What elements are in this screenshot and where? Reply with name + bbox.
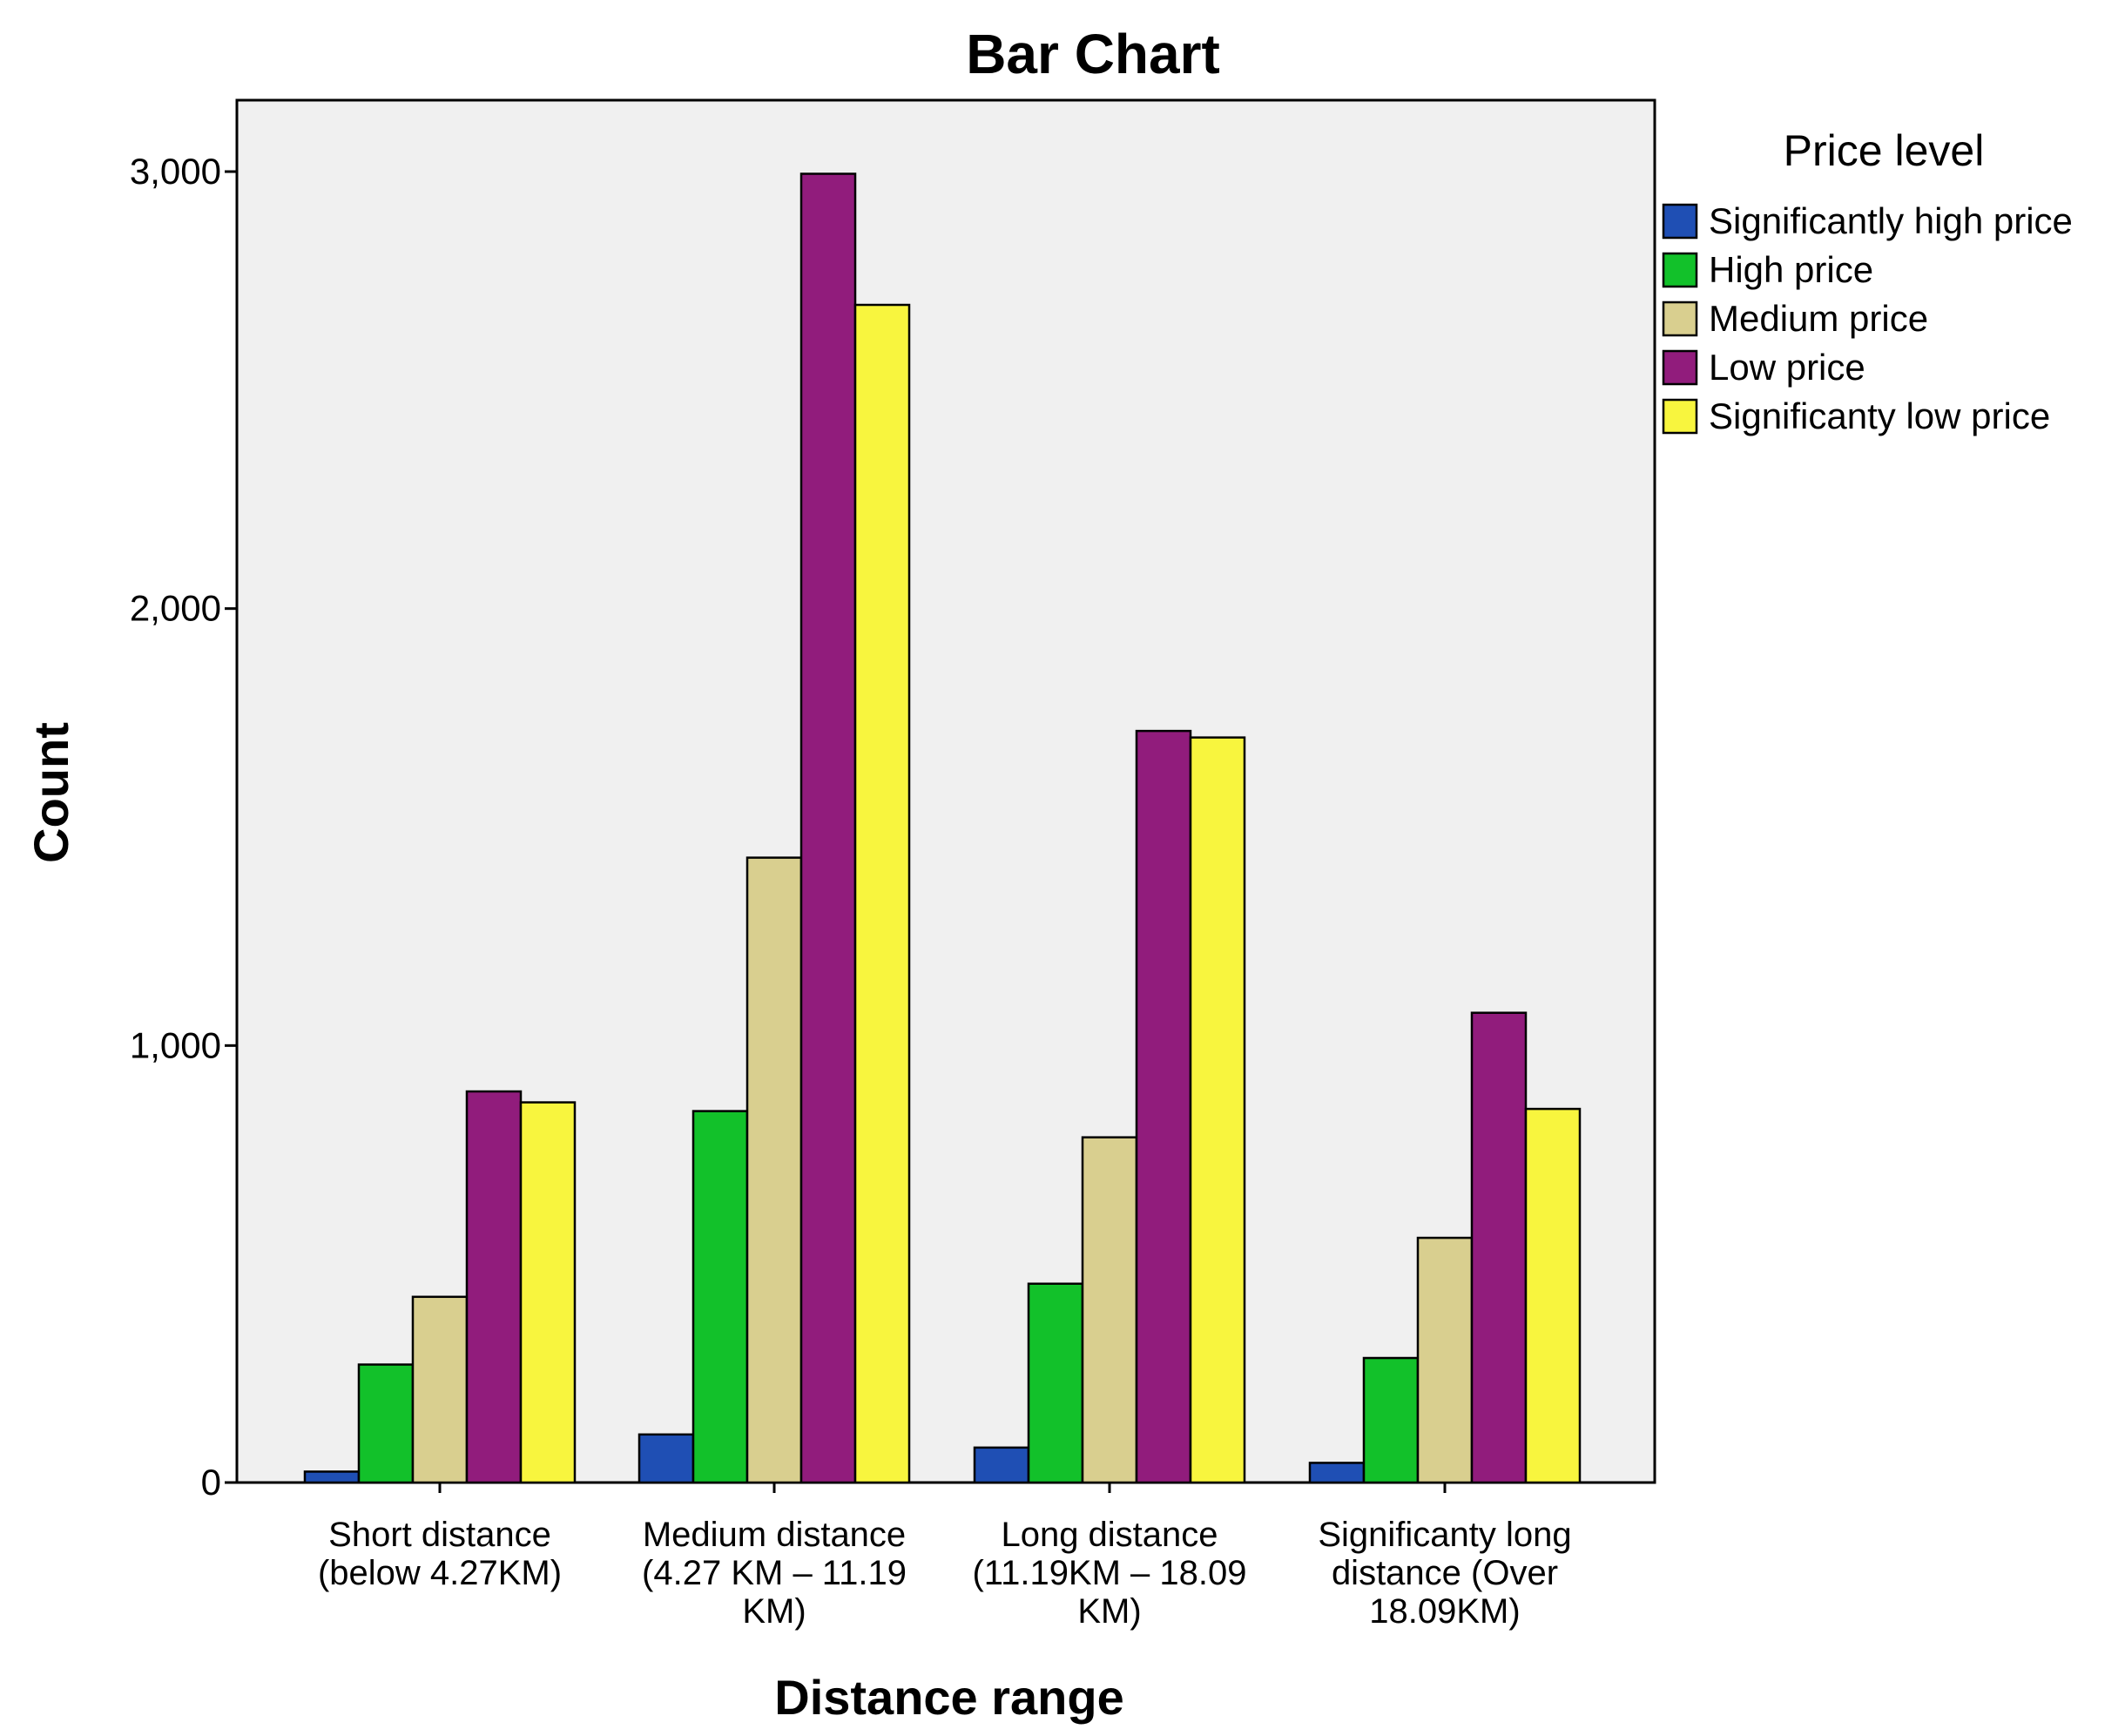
bar-significantly-high-price-3 (1308, 1462, 1366, 1484)
bar-high-price-1 (691, 1110, 749, 1484)
x-tick-label: (4.27 KM – 11.19 (642, 1554, 907, 1592)
y-tick-label: 3,000 (130, 151, 221, 192)
legend-item-label: Low price (1709, 347, 1865, 388)
x-tick-label: Short distance (328, 1516, 551, 1554)
bar-high-price-0 (357, 1363, 415, 1484)
bar-medium-price-1 (745, 856, 803, 1484)
bar-significanty-low-price-1 (853, 303, 911, 1484)
bar-significanty-low-price-0 (519, 1101, 577, 1484)
bar-low-price-2 (1135, 729, 1192, 1484)
legend-swatch (1662, 252, 1698, 288)
bar-significanty-low-price-3 (1524, 1107, 1582, 1484)
legend-item-label: Significanty low price (1709, 395, 2050, 436)
x-tick-label: KM) (1077, 1592, 1141, 1631)
bar-high-price-3 (1362, 1356, 1420, 1484)
chart-title: Bar Chart (966, 23, 1220, 85)
y-tick-label: 2,000 (130, 588, 221, 629)
legend: Price level Significantly high price High… (1662, 126, 2073, 436)
x-tick-label: Medium distance (643, 1516, 906, 1554)
legend-item-label: Medium price (1709, 298, 1928, 339)
bar-medium-price-3 (1416, 1236, 1474, 1484)
bar-significanty-low-price-2 (1189, 736, 1246, 1484)
x-tick-label: Long distance (1001, 1516, 1218, 1554)
bars-group (303, 172, 1582, 1484)
legend-swatch (1662, 398, 1698, 435)
x-tick-label: (11.19KM – 18.09 (972, 1554, 1246, 1592)
bar-low-price-3 (1470, 1011, 1528, 1484)
legend-swatch (1662, 301, 1698, 337)
axes-group: 0 1,000 2,000 3,000 Short distance(below 4.2… (130, 151, 1572, 1631)
bar-significantly-high-price-0 (303, 1470, 361, 1484)
bar-medium-price-0 (411, 1295, 469, 1484)
legend-swatch (1662, 349, 1698, 386)
bar-medium-price-2 (1081, 1136, 1138, 1484)
bar-significantly-high-price-2 (973, 1446, 1030, 1484)
bar-low-price-1 (799, 172, 857, 1484)
x-axis-title: Distance range (774, 1670, 1124, 1725)
x-tick-label: KM) (742, 1592, 806, 1631)
legend-item-label: High price (1709, 249, 1873, 290)
x-tick-label: Significanty long (1318, 1516, 1571, 1554)
y-axis-title: Count (24, 722, 78, 863)
legend-title: Price level (1784, 126, 1985, 175)
x-tick-label: (below 4.27KM) (318, 1554, 562, 1592)
legend-item-label: Significantly high price (1709, 200, 2073, 241)
x-tick-label: 18.09KM) (1369, 1592, 1520, 1631)
y-tick-label: 0 (201, 1462, 221, 1503)
legend-swatch (1662, 203, 1698, 240)
bar-low-price-0 (465, 1090, 523, 1484)
bar-significantly-high-price-1 (638, 1433, 695, 1484)
x-tick-label: distance (Over (1332, 1554, 1558, 1592)
bar-high-price-2 (1027, 1282, 1084, 1484)
y-tick-label: 1,000 (130, 1024, 221, 1065)
